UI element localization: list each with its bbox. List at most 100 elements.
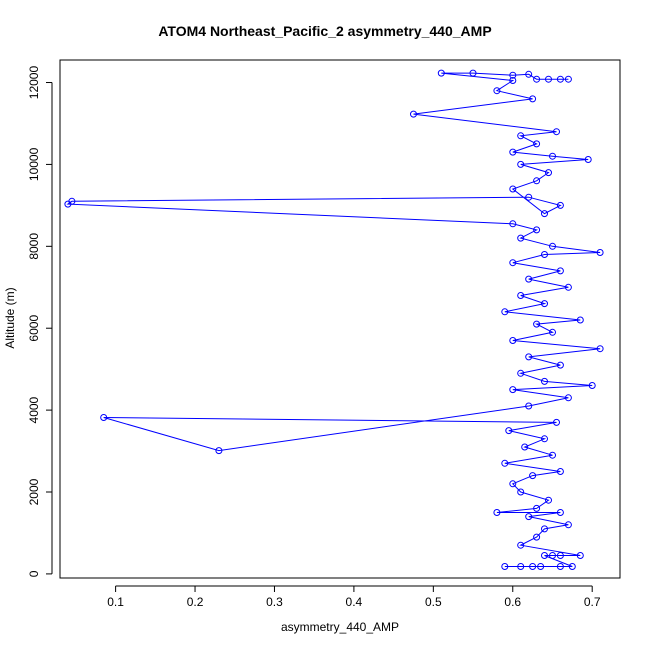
data-point: [553, 418, 560, 426]
data-point: [564, 521, 572, 529]
data-point: [529, 95, 537, 103]
data-point: [501, 459, 509, 467]
series-layer: [64, 69, 604, 570]
x-tick-label: 0.5: [425, 595, 442, 609]
data-point: [549, 242, 556, 250]
data-point: [529, 472, 537, 480]
data-point: [533, 140, 541, 148]
data-point: [410, 110, 417, 118]
x-tick-label: 0.7: [584, 595, 601, 609]
data-point: [541, 300, 548, 308]
data-point: [525, 275, 533, 283]
data-point: [517, 160, 525, 168]
data-point: [541, 377, 548, 385]
chart-title: ATOM4 Northeast_Pacific_2 asymmetry_440_…: [158, 23, 491, 39]
data-point: [501, 563, 509, 570]
data-point: [509, 259, 517, 267]
data-point: [509, 148, 517, 156]
data-point: [437, 69, 445, 77]
data-point: [541, 210, 548, 218]
data-point: [596, 249, 604, 256]
data-point: [517, 234, 525, 242]
data-point: [533, 177, 541, 185]
data-point: [564, 283, 572, 291]
data-point: [545, 169, 552, 177]
data-point: [509, 480, 517, 488]
data-point: [517, 563, 525, 570]
data-point: [541, 251, 548, 258]
data-point: [549, 152, 556, 160]
series-line: [66, 72, 601, 567]
data-point: [521, 443, 529, 451]
data-point: [501, 308, 509, 316]
data-point: [517, 488, 525, 496]
data-point: [509, 220, 517, 228]
x-tick-label: 0.4: [346, 595, 363, 609]
data-point: [533, 75, 541, 83]
y-tick-label: 0: [27, 570, 41, 577]
y-tick-label: 2000: [27, 478, 41, 505]
data-point: [537, 563, 545, 570]
data-point: [541, 525, 548, 533]
data-point: [517, 292, 525, 299]
data-point: [556, 509, 564, 516]
data-point: [541, 435, 548, 443]
data-point: [517, 541, 525, 549]
y-tick-label: 4000: [27, 396, 41, 423]
data-point: [556, 552, 564, 559]
x-tick-label: 0.3: [266, 595, 283, 609]
data-point: [556, 468, 564, 475]
data-point: [556, 201, 564, 209]
data-point: [576, 316, 584, 324]
data-point: [556, 267, 564, 275]
y-axis-label: Altitude (m): [3, 287, 17, 348]
data-point: [549, 451, 556, 459]
data-point: [545, 496, 552, 504]
data-point: [517, 132, 525, 140]
data-point: [525, 513, 533, 521]
y-tick-label: 12000: [27, 66, 41, 100]
data-point: [556, 75, 564, 83]
data-point: [509, 77, 517, 84]
y-tick-label: 10000: [27, 147, 41, 181]
data-point: [509, 337, 517, 344]
data-point: [533, 533, 541, 541]
x-axis-label: asymmetry_440_AMP: [281, 620, 399, 634]
data-point: [517, 369, 525, 377]
data-point: [541, 552, 548, 559]
y-tick-label: 8000: [27, 233, 41, 260]
data-point: [215, 447, 223, 455]
data-point: [576, 552, 584, 559]
data-point: [505, 427, 513, 435]
data-point: [533, 226, 541, 234]
data-point: [529, 563, 537, 570]
data-point: [545, 75, 552, 83]
data-point: [533, 320, 541, 328]
data-point: [493, 87, 501, 95]
x-tick-label: 0.2: [187, 595, 204, 609]
data-point: [549, 328, 556, 336]
data-point: [509, 386, 517, 394]
plot-frame: [59, 59, 621, 579]
data-point: [525, 193, 533, 201]
data-point: [588, 382, 596, 389]
x-tick-label: 0.1: [107, 595, 124, 609]
data-point: [100, 414, 108, 421]
x-tick-label: 0.6: [504, 595, 521, 609]
data-point: [68, 197, 76, 205]
data-point: [525, 402, 533, 410]
data-point: [469, 69, 477, 77]
data-point: [525, 70, 533, 78]
data-point: [509, 71, 517, 79]
data-point: [509, 185, 517, 193]
data-point: [564, 75, 572, 83]
x-axis: 0.1 0.2 0.3 0.4 0.5 0.6 0.7: [107, 585, 601, 609]
data-point: [556, 563, 564, 570]
data-point: [584, 156, 592, 163]
data-point: [564, 394, 572, 402]
y-axis: 0 2000 4000 6000 8000 10000 12000: [27, 66, 53, 577]
data-point: [553, 128, 560, 136]
data-point: [596, 345, 604, 353]
